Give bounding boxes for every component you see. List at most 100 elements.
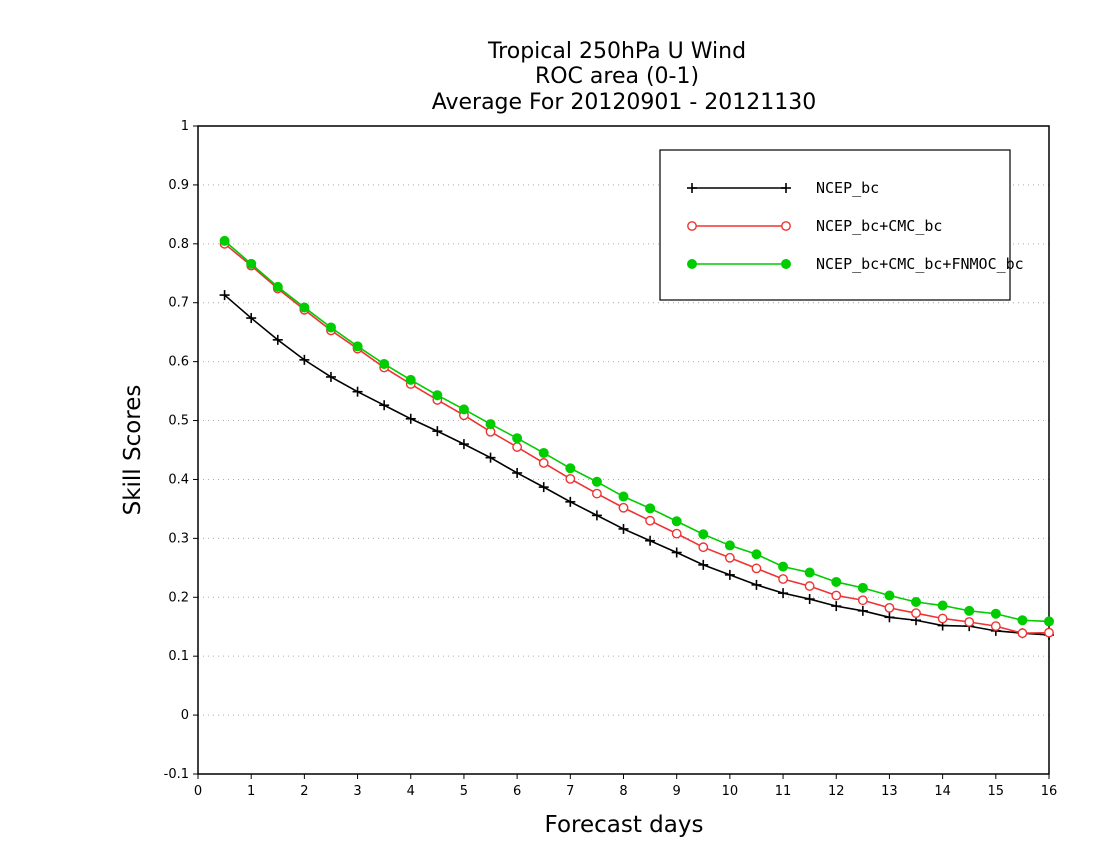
x-tick-label: 12 [828, 784, 845, 799]
data-point [724, 569, 735, 580]
data-point [538, 447, 549, 458]
data-point [857, 582, 868, 593]
data-point [831, 601, 842, 612]
y-tick-label: 0.7 [168, 296, 189, 311]
data-point [458, 439, 469, 450]
data-point [831, 576, 842, 587]
data-point [592, 488, 602, 499]
data-point [751, 579, 762, 590]
y-tick-label: 0.9 [168, 178, 189, 193]
data-point [458, 404, 469, 415]
series-0 [219, 290, 1054, 640]
data-point [884, 590, 895, 601]
y-axis-label: Skill Scores [120, 385, 146, 516]
data-point [804, 581, 815, 591]
title-line-1: Tropical 250hPa U Wind [487, 39, 746, 64]
data-point [591, 510, 602, 521]
legend-marker [687, 183, 697, 193]
legend-label: NCEP_bc+CMC_bc [816, 217, 942, 235]
grid [198, 184, 1049, 716]
legend: NCEP_bc NCEP_bc+CMC_bc NCEP_bc+CMC_bc+FNMO… [659, 149, 1024, 301]
data-point [884, 612, 895, 623]
data-point [246, 313, 257, 324]
data-point [671, 547, 682, 558]
legend-marker [687, 259, 697, 269]
x-tick-label: 4 [407, 784, 415, 799]
data-point [565, 496, 576, 507]
data-point [1017, 615, 1028, 626]
data-point [724, 552, 735, 563]
data-point [272, 334, 283, 345]
legend-label: NCEP_bc [816, 179, 879, 197]
data-point [645, 503, 656, 514]
legend-entry: NCEP_bc+CMC_bc+FNMOC_bc [687, 255, 1024, 273]
title-line-3: Average For 20120901 - 20121130 [432, 90, 817, 115]
data-point [591, 476, 602, 487]
title-line-2: ROC area (0-1) [535, 64, 699, 89]
data-point [778, 574, 788, 584]
data-point [405, 374, 416, 385]
x-tick-label: 6 [513, 784, 521, 799]
data-point [512, 467, 523, 478]
data-point [857, 595, 868, 606]
legend-marker [781, 183, 791, 193]
x-tick-label: 15 [988, 784, 1005, 799]
legend-marker [781, 221, 791, 231]
data-point [751, 549, 762, 560]
data-point [671, 528, 682, 539]
data-point [485, 419, 496, 430]
data-point [379, 400, 390, 411]
legend-label: NCEP_bc+CMC_bc+FNMOC_bc [816, 255, 1024, 273]
data-point [325, 371, 336, 382]
y-tick-label: 0 [181, 708, 189, 723]
data-point [1017, 628, 1028, 639]
data-point [538, 482, 549, 493]
chart-title: Tropical 250hPa U Wind ROC area (0-1) Av… [432, 39, 817, 115]
data-point [246, 258, 257, 269]
data-point [937, 613, 948, 624]
y-tick-label: 0.4 [168, 472, 189, 487]
x-tick-label: 9 [673, 784, 681, 799]
data-point [512, 433, 523, 444]
data-point [1044, 616, 1054, 627]
series-lines [219, 235, 1054, 640]
x-tick-label: 11 [775, 784, 792, 799]
data-point [352, 341, 363, 352]
x-tick-label: 10 [722, 784, 739, 799]
data-point [379, 358, 390, 369]
data-point [990, 608, 1001, 619]
y-tick-label: 0.1 [168, 649, 189, 664]
y-tick-label: 1 [181, 119, 189, 134]
y-tick-label: 0.8 [168, 237, 189, 252]
data-point [1044, 627, 1054, 638]
data-point [778, 588, 789, 599]
y-tick-label: 0.2 [168, 590, 189, 605]
legend-marker [781, 259, 791, 269]
x-tick-label: 2 [300, 784, 308, 799]
series-line [224, 294, 1050, 636]
y-tick-label: -0.1 [164, 767, 189, 782]
legend-marker [687, 221, 697, 231]
data-point [618, 491, 629, 502]
data-point [911, 596, 922, 607]
data-point [325, 322, 336, 333]
axes: -0.100.10.20.30.40.50.60.70.80.910 1 2 3 4 5 6… [164, 119, 1058, 799]
data-point [565, 473, 576, 484]
x-tick-label: 8 [619, 784, 627, 799]
x-tick-label: 13 [881, 784, 898, 799]
data-point [884, 602, 895, 613]
legend-entry: NCEP_bc [687, 179, 879, 197]
y-tick-label: 0.6 [168, 355, 189, 370]
x-tick-label: 5 [460, 784, 468, 799]
data-point [724, 540, 735, 551]
data-point [352, 386, 363, 397]
data-point [964, 605, 975, 616]
y-tick-label: 0.5 [168, 414, 189, 429]
y-tick-label: 0.3 [168, 531, 189, 546]
data-point [671, 516, 682, 527]
data-point [485, 452, 496, 463]
x-tick-label: 1 [247, 784, 255, 799]
data-point [512, 442, 523, 452]
data-point [219, 235, 230, 246]
